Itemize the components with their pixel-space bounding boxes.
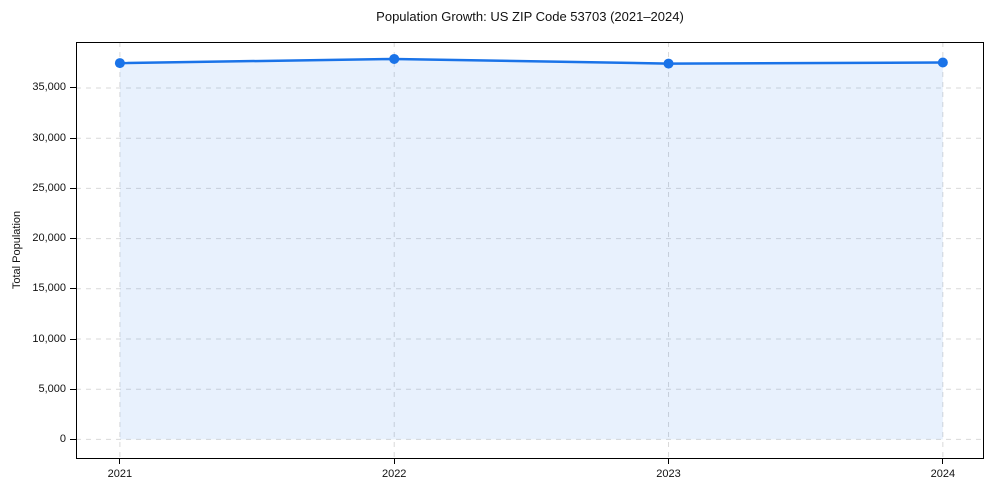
y-tick-label: 15,000 <box>32 282 66 295</box>
plot-area <box>76 42 984 459</box>
plot-border <box>76 42 984 459</box>
data-point-2024 <box>937 57 948 68</box>
y-axis-title: Total Population <box>11 210 23 290</box>
data-point-2023 <box>663 58 674 69</box>
y-tick <box>70 187 76 189</box>
y-tick <box>70 137 76 139</box>
y-tick <box>70 87 76 89</box>
y-tick <box>70 338 76 340</box>
chart-title: Population Growth: US ZIP Code 53703 (20… <box>376 9 684 24</box>
y-tick <box>70 438 76 440</box>
y-tick-label: 0 <box>59 432 66 445</box>
x-tick-label: 2024 <box>930 468 956 480</box>
y-tick <box>70 288 76 290</box>
y-tick-label: 20,000 <box>32 232 66 245</box>
x-tick <box>393 459 395 464</box>
series-line <box>118 57 945 65</box>
x-tick <box>119 459 121 464</box>
y-tick <box>70 238 76 240</box>
data-point-2021 <box>114 58 125 69</box>
x-tick-label: 2021 <box>107 468 133 480</box>
x-tick-label: 2023 <box>656 468 681 480</box>
x-tick <box>942 459 944 464</box>
area-fill <box>119 58 943 440</box>
y-tick-label: 5,000 <box>38 382 66 395</box>
y-tick-label: 30,000 <box>32 131 66 144</box>
y-tick-label: 25,000 <box>32 181 66 194</box>
y-tick-label: 35,000 <box>32 81 66 94</box>
data-point-2022 <box>389 53 400 64</box>
y-tick <box>70 388 76 390</box>
x-tick-label: 2022 <box>381 468 407 480</box>
y-tick-label: 10,000 <box>32 332 66 345</box>
x-tick <box>668 459 670 464</box>
